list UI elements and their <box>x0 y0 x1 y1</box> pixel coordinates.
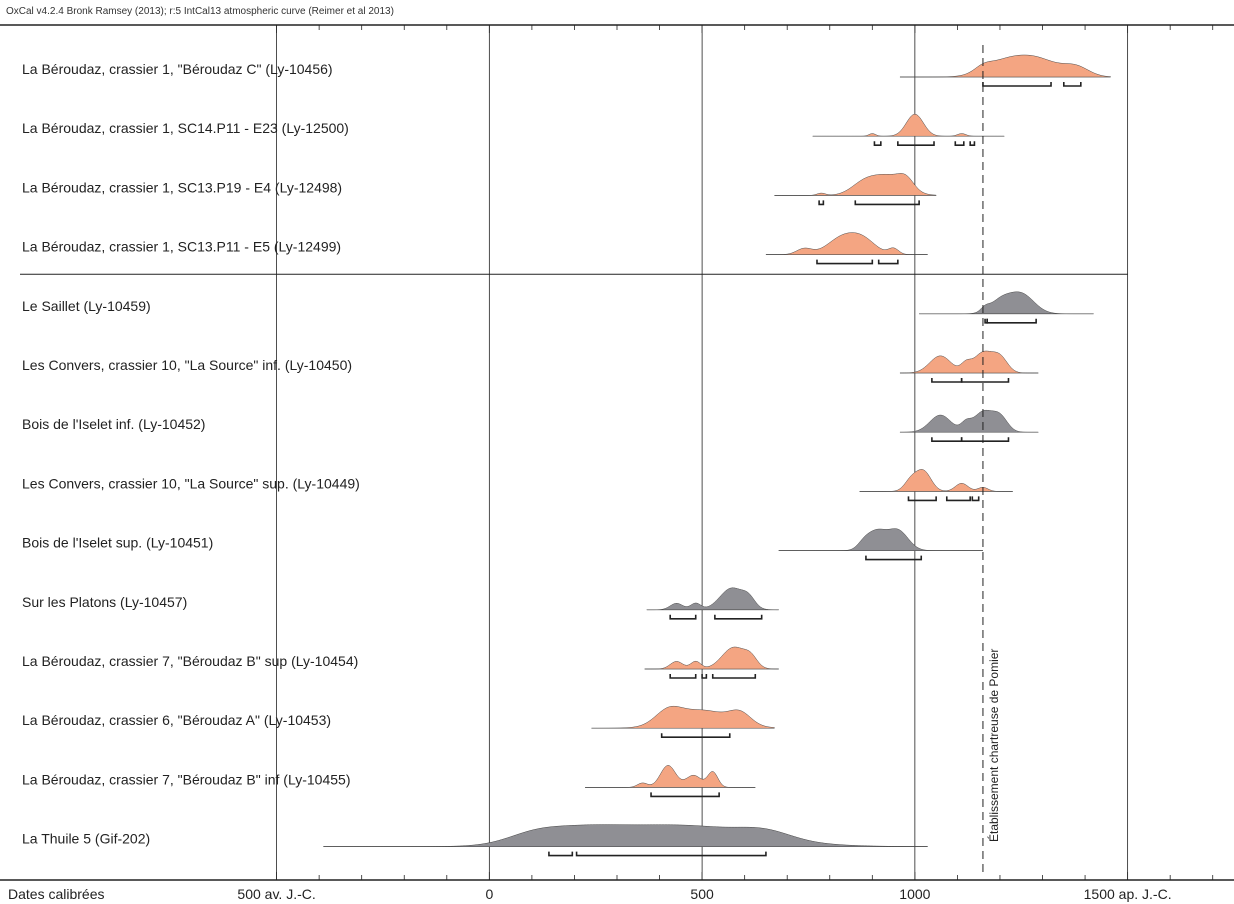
distribution-orange <box>591 705 775 729</box>
row-3: La Béroudaz, crassier 1, SC13.P11 - E5 (… <box>22 232 928 265</box>
row-1: La Béroudaz, crassier 1, SC14.P11 - E23 … <box>22 113 1005 146</box>
row-label: Sur les Platons (Ly-10457) <box>22 594 187 610</box>
range-bracket <box>818 200 825 206</box>
row-0: La Béroudaz, crassier 1, "Béroudaz C" (L… <box>22 54 1111 87</box>
range-bracket <box>873 141 882 146</box>
row-13: La Thuile 5 (Gif-202) <box>22 824 928 857</box>
x-tick-label: 1500 ap. J.-C. <box>1084 886 1172 902</box>
x-tick-label: 500 av. J.-C. <box>237 886 315 902</box>
range-bracket <box>960 437 1010 442</box>
distribution-orange <box>765 232 928 255</box>
range-bracket <box>897 141 935 146</box>
range-bracket <box>954 141 965 146</box>
row-7: Les Convers, crassier 10, "La Source" su… <box>22 469 1013 502</box>
row-label: La Thuile 5 (Gif-202) <box>22 831 150 847</box>
range-bracket <box>969 141 976 146</box>
row-label: La Béroudaz, crassier 6, "Béroudaz A" (L… <box>22 712 331 728</box>
range-bracket <box>931 437 963 442</box>
distribution-gray <box>646 587 779 611</box>
range-bracket <box>1062 82 1082 87</box>
range-bracket <box>548 851 574 857</box>
range-bracket <box>701 674 708 679</box>
distribution-gray <box>778 528 983 551</box>
x-tick-label: 500 <box>690 886 714 902</box>
oxcal-header: OxCal v4.2.4 Bronk Ramsey (2013); r:5 In… <box>6 6 394 17</box>
row-label: La Béroudaz, crassier 1, SC13.P19 - E4 (… <box>22 179 342 195</box>
range-bracket <box>660 733 731 738</box>
range-bracket <box>816 259 874 265</box>
chart-frame <box>0 24 1234 881</box>
distribution-orange <box>585 765 756 788</box>
row-label: La Béroudaz, crassier 1, SC13.P11 - E5 (… <box>22 239 341 255</box>
range-bracket <box>711 674 757 679</box>
row-10: La Béroudaz, crassier 7, "Béroudaz B" su… <box>22 646 779 679</box>
range-bracket <box>714 614 763 620</box>
reference-line-group: Établissement chartreuse de Pomier <box>982 45 1001 876</box>
row-5: Les Convers, crassier 10, "La Source" in… <box>22 350 1039 383</box>
row-12: La Béroudaz, crassier 7, "Béroudaz B" in… <box>22 765 756 798</box>
range-bracket <box>669 614 697 620</box>
reference-line-label: Établissement chartreuse de Pomier <box>986 649 1001 842</box>
range-bracket <box>907 496 937 502</box>
row-label: Bois de l'Iselet inf. (Ly-10452) <box>22 416 205 432</box>
chart-rows: La Béroudaz, crassier 1, "Béroudaz C" (L… <box>22 54 1111 857</box>
row-label: La Béroudaz, crassier 1, SC14.P11 - E23 … <box>22 120 349 136</box>
range-bracket <box>575 851 767 857</box>
row-label: La Béroudaz, crassier 1, "Béroudaz C" (L… <box>22 61 333 77</box>
range-bracket <box>931 378 963 383</box>
row-11: La Béroudaz, crassier 6, "Béroudaz A" (L… <box>22 705 775 738</box>
distribution-orange <box>774 173 937 196</box>
x-axis-title: Dates calibrées <box>8 886 105 902</box>
row-6: Bois de l'Iselet inf. (Ly-10452) <box>22 409 1039 442</box>
x-axis: 500 av. J.-C. 0 500 1000 1500 ap. J.-C. Dates… <box>8 25 1214 902</box>
x-tick-label: 1000 <box>899 886 930 902</box>
row-label: Les Convers, crassier 10, "La Source" in… <box>22 357 352 373</box>
range-bracket <box>960 378 1010 383</box>
range-bracket <box>945 496 971 502</box>
row-label: La Béroudaz, crassier 7, "Béroudaz B" in… <box>22 771 350 787</box>
range-bracket <box>877 259 899 265</box>
distribution-gray <box>899 409 1039 433</box>
range-bracket <box>854 200 920 206</box>
range-bracket <box>986 318 1037 324</box>
distribution-orange <box>644 646 779 670</box>
row-label: Les Convers, crassier 10, "La Source" su… <box>22 475 360 491</box>
row-label: La Béroudaz, crassier 7, "Béroudaz B" su… <box>22 653 358 669</box>
range-bracket <box>669 674 697 679</box>
range-bracket <box>650 792 720 798</box>
distribution-gray <box>323 824 928 847</box>
distribution-orange <box>812 113 1005 137</box>
range-bracket <box>971 496 980 502</box>
row-8: Bois de l'Iselet sup. (Ly-10451) <box>22 528 983 561</box>
distribution-gray <box>919 291 1094 315</box>
distribution-orange <box>859 469 1013 492</box>
range-bracket <box>865 555 923 561</box>
row-2: La Béroudaz, crassier 1, SC13.P19 - E4 (… <box>22 173 937 206</box>
distribution-orange <box>899 54 1111 78</box>
row-label: Le Saillet (Ly-10459) <box>22 298 151 314</box>
x-tick-label: 0 <box>485 886 493 902</box>
row-label: Bois de l'Iselet sup. (Ly-10451) <box>22 535 213 551</box>
row-4: Le Saillet (Ly-10459) <box>22 291 1094 324</box>
range-bracket <box>982 82 1052 87</box>
row-9: Sur les Platons (Ly-10457) <box>22 587 779 620</box>
distribution-orange <box>899 350 1039 374</box>
